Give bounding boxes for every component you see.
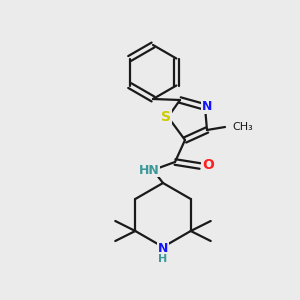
Text: S: S (161, 110, 171, 124)
Text: N: N (158, 242, 168, 256)
Text: O: O (202, 158, 214, 172)
Text: HN: HN (139, 164, 159, 176)
Text: N: N (202, 100, 212, 113)
Text: CH₃: CH₃ (232, 122, 253, 132)
Text: H: H (158, 254, 168, 264)
